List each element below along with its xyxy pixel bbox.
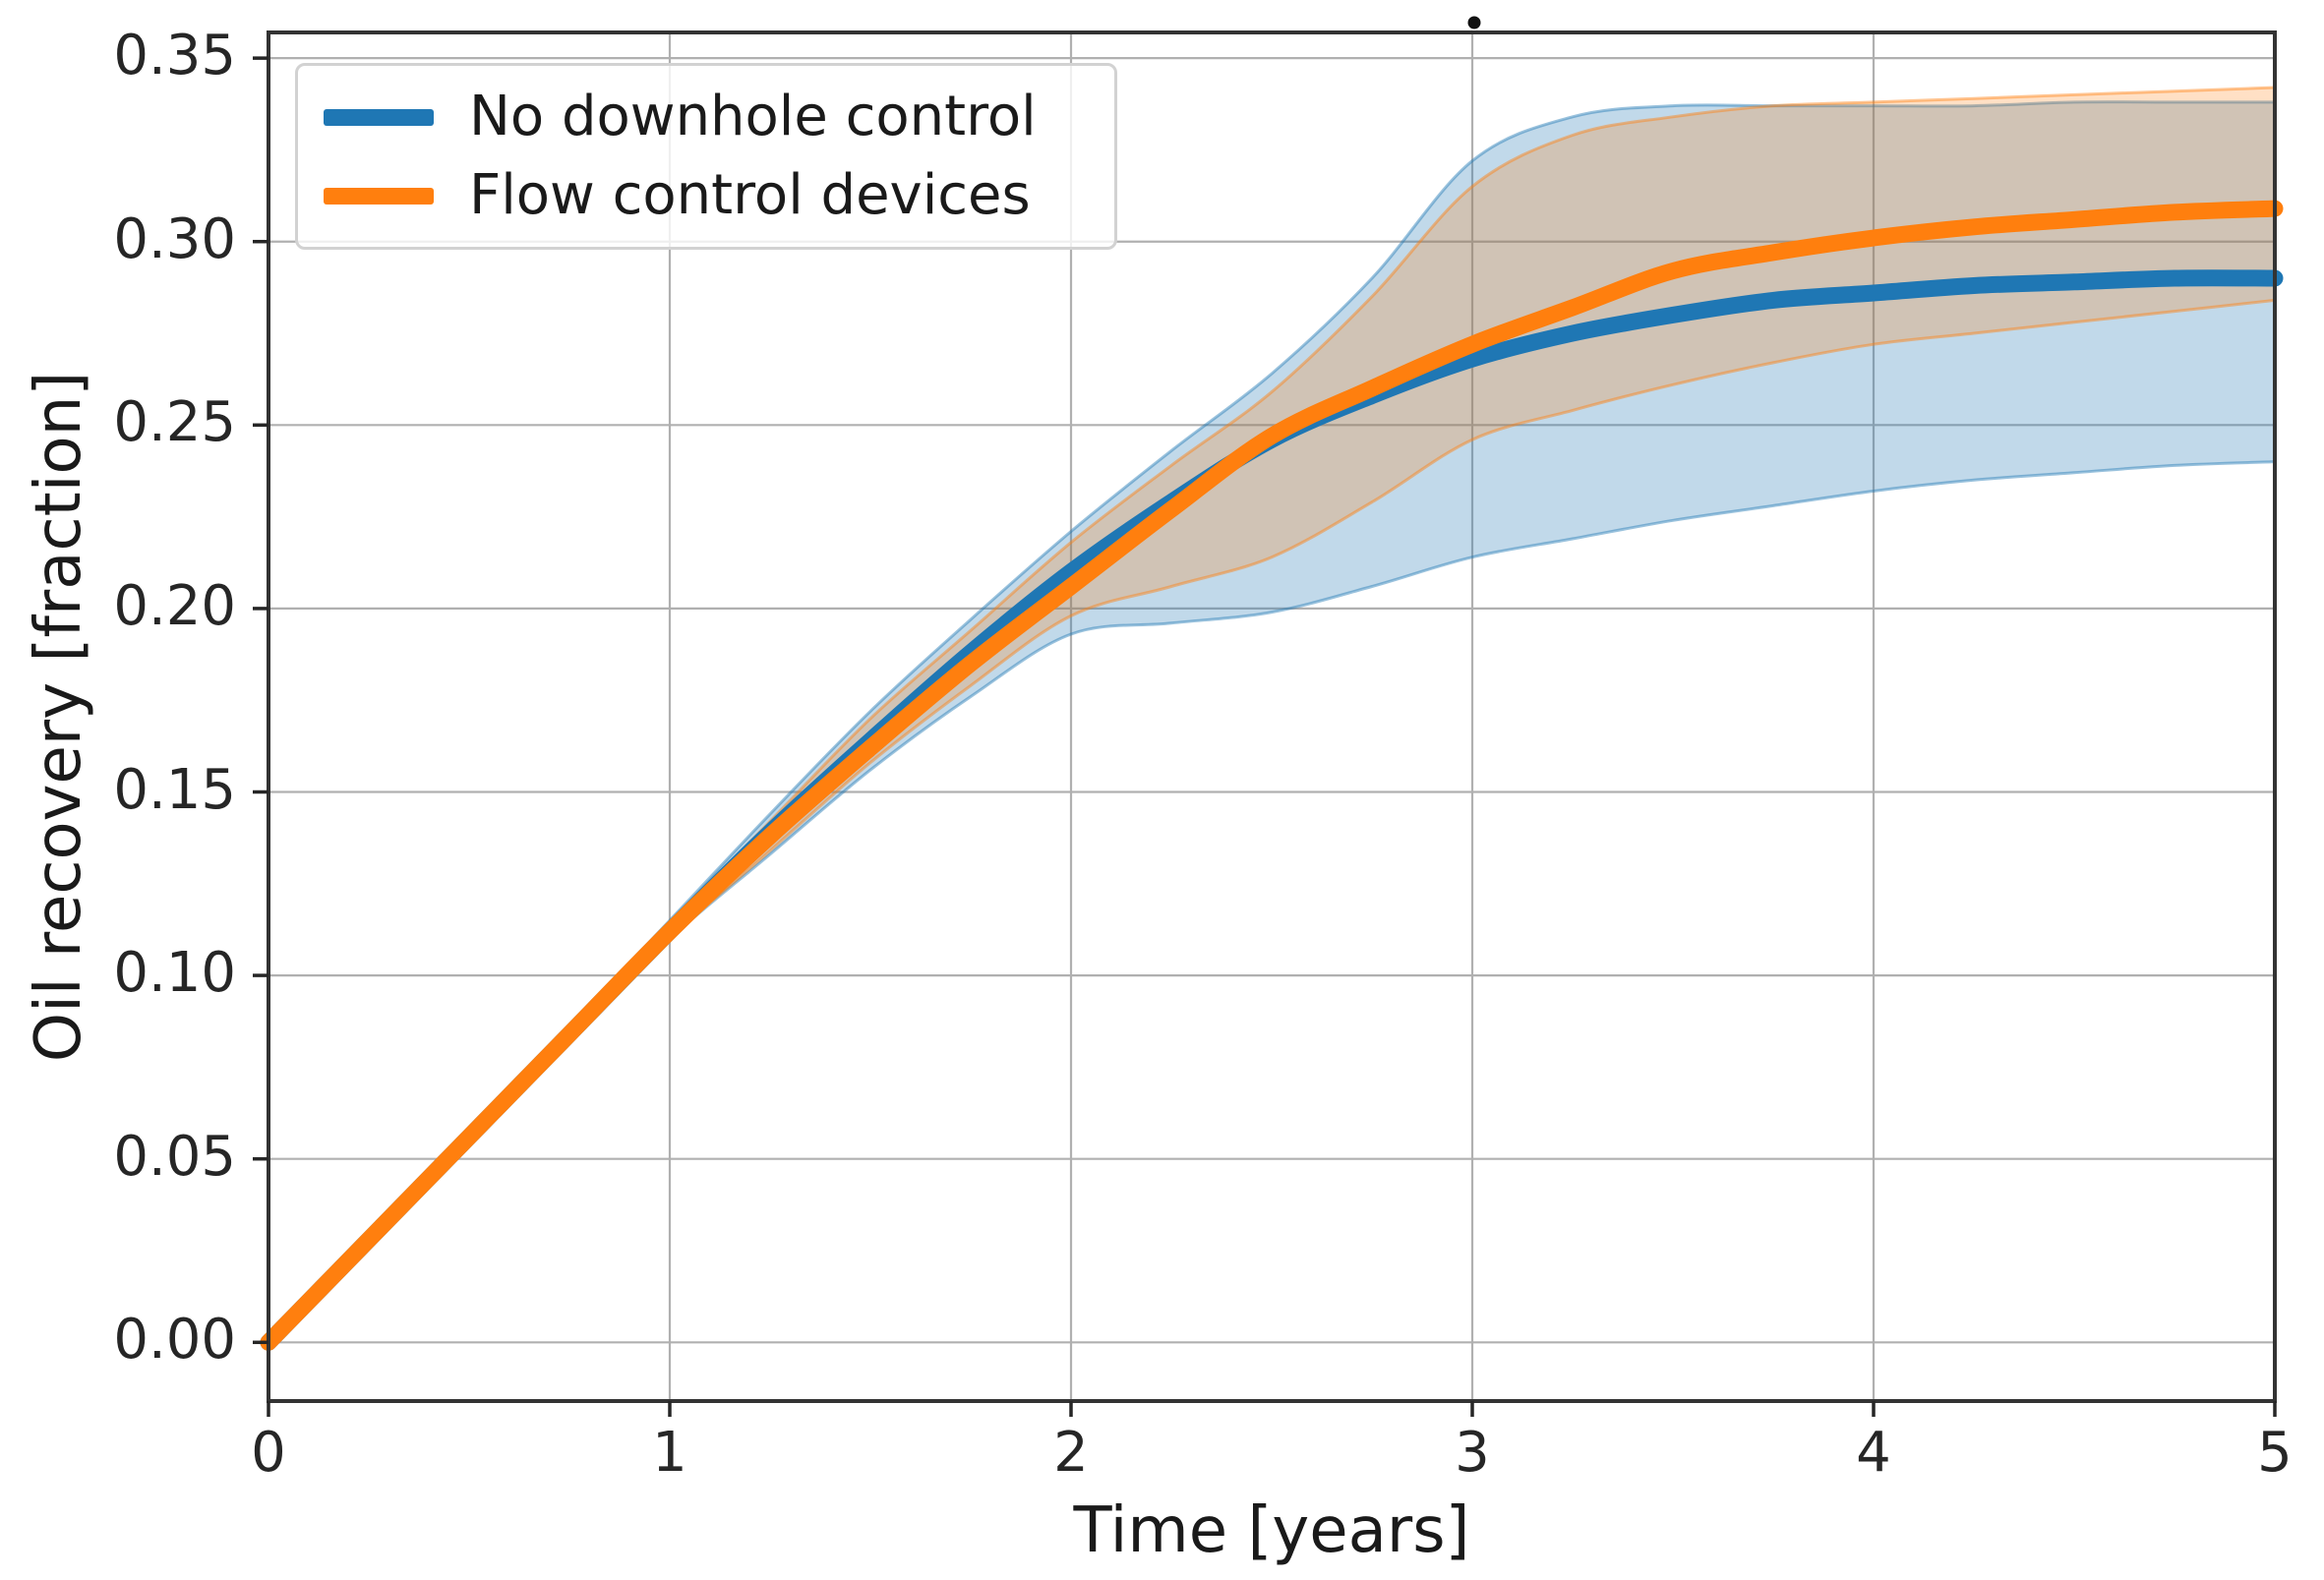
x-tick-label: 0 [251,1421,286,1485]
y-tick-label: 0.10 [113,940,236,1005]
legend-entry: Flow control devices [324,168,1114,223]
y-axis-title: Oil recovery [fraction] [23,371,95,1063]
x-tick-label: 5 [2257,1421,2293,1485]
confidence-band-no-downhole-control [268,101,2275,1343]
legend-line-swatch-icon [324,187,434,205]
y-tick-label: 0.30 [113,206,236,271]
legend: No downhole control Flow control devices [295,63,1117,250]
legend-entry: No downhole control [324,89,1114,145]
y-tick-label: 0.20 [113,573,236,638]
legend-entry-label: No downhole control [469,85,1037,148]
x-tick-label: 2 [1053,1421,1089,1485]
y-tick-label: 0.35 [113,23,236,88]
x-axis-title: Time [years] [1073,1494,1470,1567]
axes-spines [267,30,2277,1403]
series-line-flow-control-devices [260,200,2284,1351]
x-tick-label: 3 [1455,1421,1490,1485]
stray-dot [1467,16,1481,29]
x-tick-label: 1 [652,1421,687,1485]
legend-entry-label: Flow control devices [469,163,1031,227]
y-tick-label: 0.00 [113,1308,236,1373]
y-tick-label: 0.05 [113,1124,236,1189]
x-tick-label: 4 [1856,1421,1891,1485]
y-tick-label: 0.25 [113,390,236,455]
legend-line-swatch-icon [324,108,434,126]
y-tick-label: 0.15 [113,757,236,822]
